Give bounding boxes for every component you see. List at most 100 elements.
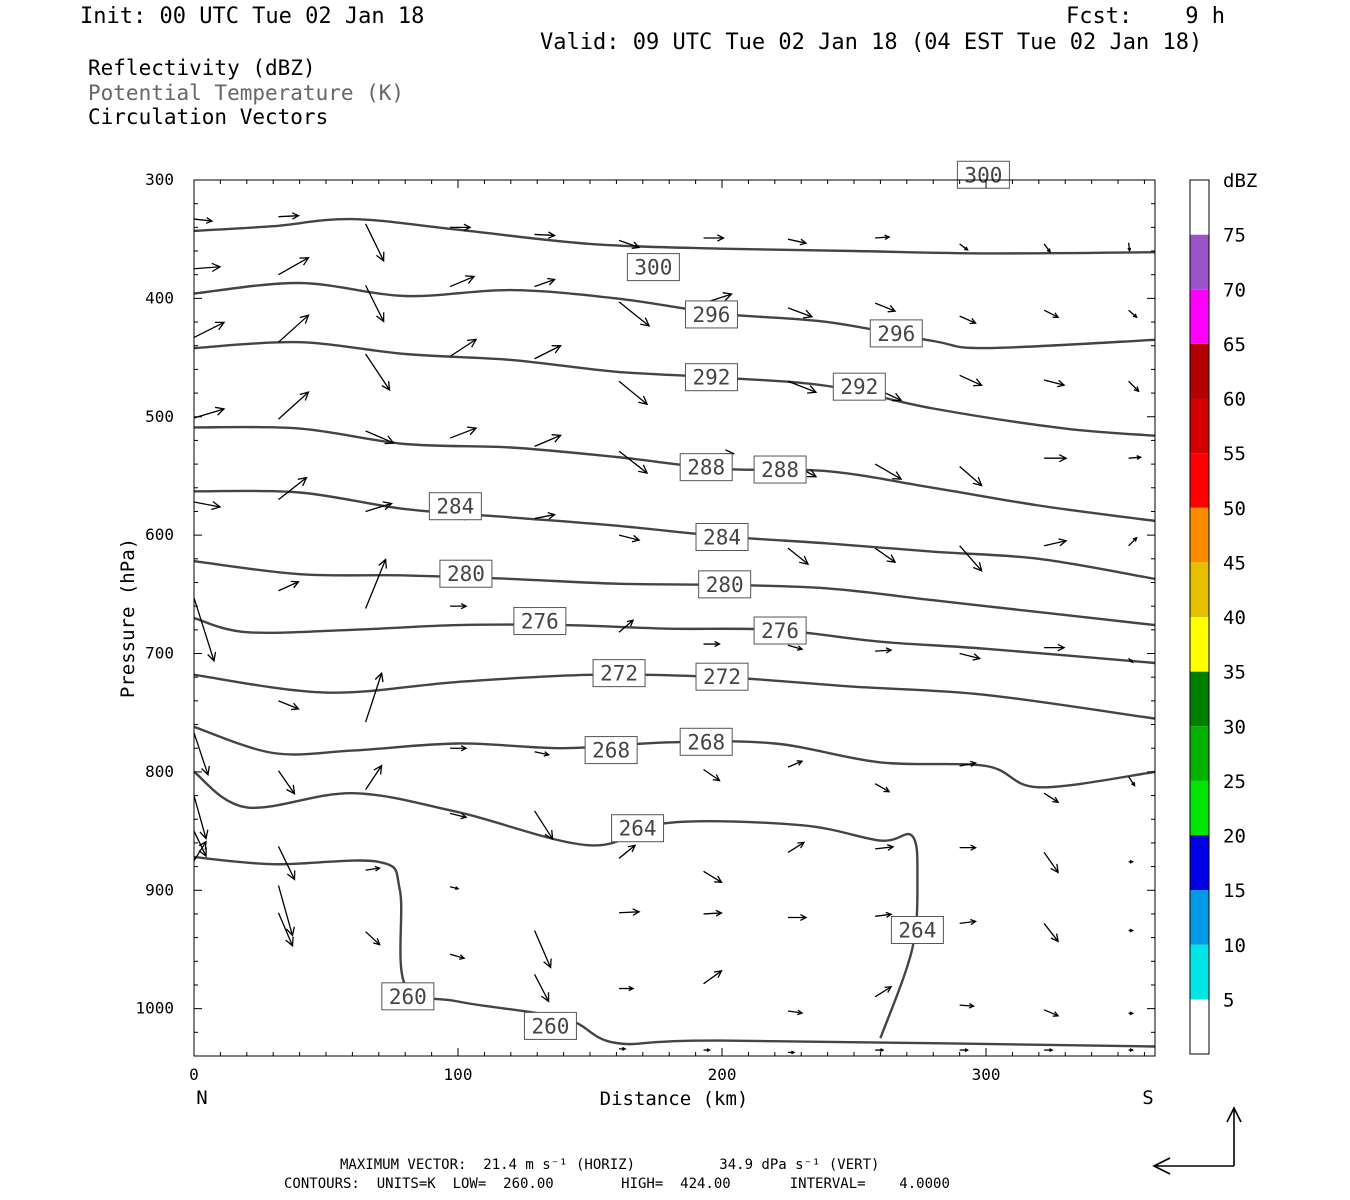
circulation-vector: [278, 580, 300, 592]
circulation-vector: [1127, 242, 1132, 253]
circulation-vector: [1043, 923, 1059, 943]
field-legend-theta: Potential Temperature (K): [88, 81, 405, 105]
circulation-vector: [618, 380, 649, 406]
colorbar-level: 10: [1223, 935, 1246, 957]
contour-label: 260: [531, 1014, 569, 1038]
circulation-vector: [534, 345, 562, 360]
colorbar-level: 25: [1223, 771, 1246, 793]
contour-label-box: [832, 372, 886, 401]
circulation-vector: [788, 1050, 796, 1055]
colorbar-level: 60: [1223, 389, 1246, 411]
contour-label: 272: [703, 665, 741, 689]
circulation-vector: [703, 1048, 711, 1052]
circulation-vector: [875, 234, 891, 241]
circulation-vector: [194, 795, 209, 840]
contour-label-box: [584, 736, 638, 765]
colorbar-segment: [1190, 234, 1209, 290]
circulation-vector: [618, 239, 641, 250]
circulation-vector: [278, 700, 300, 711]
x-tick-label: 200: [708, 1065, 737, 1084]
contour-label: 296: [877, 322, 915, 346]
circulation-vector: [619, 908, 641, 916]
forecast-hour: Fcst: 9 h: [1066, 4, 1225, 29]
circulation-vector: [278, 212, 300, 220]
contour-label-box: [381, 982, 435, 1011]
y-tick-label: 1000: [135, 999, 174, 1018]
colorbar-segment: [1190, 507, 1209, 563]
circulation-vector: [703, 640, 721, 648]
colorbar-segment: [1190, 835, 1209, 891]
circulation-vector: [619, 1046, 627, 1051]
colorbar-level: 65: [1223, 334, 1246, 356]
circulation-vector: [959, 465, 983, 487]
circulation-vector: [449, 953, 466, 960]
contour-label: 264: [619, 817, 657, 841]
circulation-vector: [277, 770, 296, 795]
x-axis-end-north: N: [196, 1087, 207, 1109]
circulation-vector: [959, 374, 983, 387]
circulation-vector: [194, 830, 207, 858]
x-tick-label: 0: [189, 1065, 199, 1084]
init-time: Init: 00 UTC Tue 02 Jan 18: [80, 4, 425, 29]
circulation-vector: [533, 974, 550, 1003]
circulation-vector: [1128, 928, 1135, 933]
contour-label: 292: [840, 375, 878, 399]
max-vector-note: MAXIMUM VECTOR: 21.4 m s⁻¹ (HORIZ) 34.9 …: [340, 1157, 880, 1173]
circulation-vector: [787, 238, 808, 246]
circulation-vector: [450, 745, 468, 752]
circulation-vector: [703, 870, 723, 884]
contour-label: 292: [692, 366, 730, 390]
circulation-vector: [787, 307, 814, 319]
circulation-vector: [959, 760, 977, 768]
contour-label-box: [513, 607, 567, 636]
x-axis-title: Distance (km): [600, 1088, 749, 1110]
circulation-vector: [788, 914, 808, 921]
colorbar-level: 15: [1223, 880, 1246, 902]
circulation-vector: [1043, 538, 1068, 547]
colorbar-segment: [1190, 617, 1209, 672]
valid-time: Valid: 09 UTC Tue 02 Jan 18 (04 EST Tue …: [540, 30, 1203, 55]
contour-label-box: [626, 253, 680, 282]
colorbar-title: dBZ: [1223, 170, 1257, 192]
isentrope-272: [194, 673, 1155, 720]
circulation-vector: [365, 931, 381, 946]
circulation-vector: [534, 810, 554, 841]
circulation-vector: [365, 865, 381, 872]
contour-label-box: [523, 1011, 577, 1040]
circulation-vector: [194, 262, 222, 273]
colorbar-segment: [1190, 726, 1209, 781]
circulation-vector: [959, 545, 983, 572]
contour-label: 276: [521, 610, 559, 634]
circulation-vector: [1044, 1048, 1054, 1052]
circulation-vector: [875, 843, 895, 851]
circulation-vector: [618, 619, 635, 633]
circulation-vector: [959, 844, 978, 851]
isentrope-296: [194, 281, 1155, 350]
x-tick-label: 300: [972, 1065, 1001, 1084]
contour-label-box: [679, 453, 733, 482]
colorbar-level: 50: [1223, 498, 1246, 520]
contour-label: 284: [436, 495, 474, 519]
circulation-vector: [365, 430, 395, 445]
circulation-vector: [959, 1048, 970, 1052]
contour-label-box: [753, 455, 807, 484]
circulation-vector: [959, 652, 981, 661]
field-legend-reflectivity: Reflectivity (dBZ): [88, 56, 316, 80]
y-tick-label: 900: [145, 880, 174, 899]
contour-label: 268: [592, 739, 630, 763]
contour-label-box: [679, 727, 733, 756]
contour-label-box: [695, 523, 749, 552]
circulation-vector: [1128, 309, 1138, 319]
isentrope-264: [194, 770, 919, 1039]
circulation-vector: [787, 547, 810, 566]
isentrope-276: [194, 616, 1155, 665]
contour-label: 300: [634, 256, 672, 280]
circulation-vector: [1128, 776, 1136, 787]
circulation-vector: [534, 277, 556, 288]
contour-label: 288: [761, 458, 799, 482]
circulation-vector: [449, 338, 478, 357]
circulation-vector: [874, 783, 891, 793]
circulation-vector: [365, 353, 391, 392]
circulation-vector: [874, 547, 897, 564]
contour-label-box: [684, 363, 738, 392]
